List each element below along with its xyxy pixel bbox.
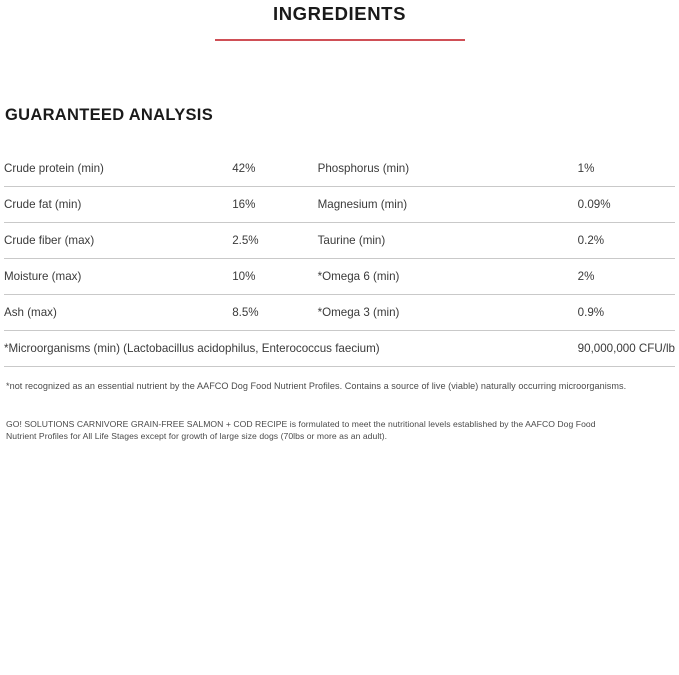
nutrient-value: 1% — [577, 151, 675, 187]
table-row: Crude protein (min) 42% Phosphorus (min)… — [4, 151, 675, 187]
nutrient-label: Crude fiber (max) — [4, 222, 233, 259]
table-row-microorganisms: *Microorganisms (min) (Lactobacillus aci… — [4, 330, 675, 367]
asterisk-footnote: *not recognized as an essential nutrient… — [6, 381, 627, 391]
nutrient-label: *Omega 3 (min) — [317, 294, 578, 331]
nutrient-value: 8.5% — [232, 294, 318, 331]
nutrient-value: 2% — [577, 258, 675, 295]
guaranteed-analysis-heading: GUARANTEED ANALYSIS — [5, 106, 214, 124]
table-row: Moisture (max) 10% *Omega 6 (min) 2% — [4, 258, 675, 295]
nutrient-label: Crude protein (min) — [4, 151, 233, 187]
guaranteed-analysis-section: GUARANTEED ANALYSIS Crude protein (min) … — [0, 105, 679, 443]
nutrient-label: Crude fat (min) — [4, 186, 233, 223]
nutrient-value: 10% — [232, 258, 318, 295]
microorganisms-value: 90,000,000 CFU/lb — [577, 330, 675, 367]
nutrient-value: 0.9% — [577, 294, 675, 331]
ingredients-heading: INGREDIENTS — [272, 3, 407, 24]
nutrient-value: 0.2% — [577, 222, 675, 259]
nutrient-value: 42% — [232, 151, 318, 187]
nutrient-label: Ash (max) — [4, 294, 233, 331]
nutrient-label: Magnesium (min) — [317, 186, 578, 223]
nutrient-label: Phosphorus (min) — [317, 151, 578, 187]
nutrient-label: *Omega 6 (min) — [317, 258, 578, 295]
aafco-statement: GO! SOLUTIONS CARNIVORE GRAIN-FREE SALMO… — [6, 419, 596, 442]
nutrient-value: 16% — [232, 186, 318, 223]
nutrient-value: 2.5% — [232, 222, 318, 259]
table-row: Crude fat (min) 16% Magnesium (min) 0.09… — [4, 186, 675, 223]
nutrient-value: 0.09% — [577, 186, 675, 223]
ingredients-section: INGREDIENTS — [0, 0, 679, 41]
table-row: Ash (max) 8.5% *Omega 3 (min) 0.9% — [4, 294, 675, 331]
microorganisms-label: *Microorganisms (min) (Lactobacillus aci… — [4, 330, 578, 367]
heading-divider-rule — [214, 39, 465, 41]
nutrient-label: Moisture (max) — [4, 258, 233, 295]
guaranteed-analysis-table: Crude protein (min) 42% Phosphorus (min)… — [4, 151, 675, 367]
nutrient-label: Taurine (min) — [317, 222, 578, 259]
table-row: Crude fiber (max) 2.5% Taurine (min) 0.2… — [4, 222, 675, 259]
